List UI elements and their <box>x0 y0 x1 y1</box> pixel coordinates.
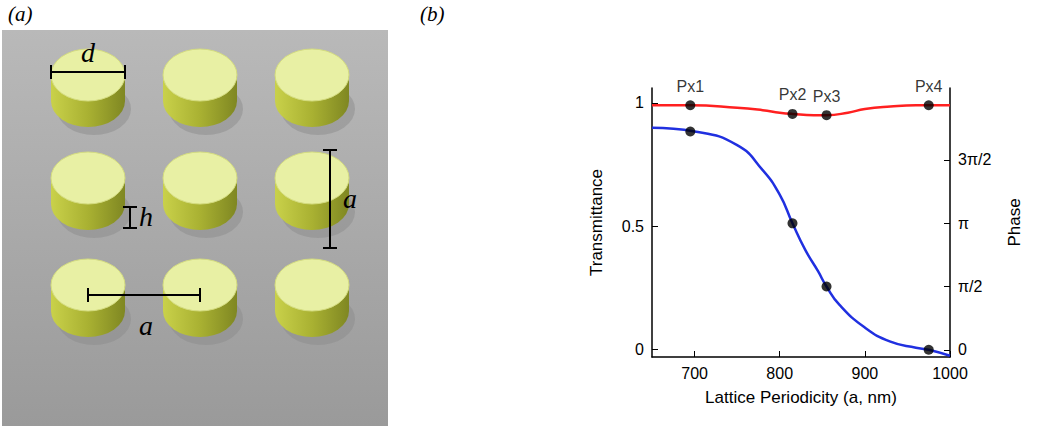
svg-text:700: 700 <box>681 365 708 382</box>
svg-text:Phase: Phase <box>1005 198 1024 246</box>
svg-text:3π/2: 3π/2 <box>958 151 991 168</box>
svg-text:Px2: Px2 <box>779 86 807 103</box>
svg-text:a: a <box>139 310 153 341</box>
svg-text:0: 0 <box>635 341 644 358</box>
svg-text:Px3: Px3 <box>813 88 841 105</box>
svg-text:800: 800 <box>766 365 793 382</box>
svg-text:1: 1 <box>635 94 644 111</box>
svg-text:d: d <box>81 37 96 68</box>
svg-text:π/2: π/2 <box>958 278 982 295</box>
svg-text:900: 900 <box>852 365 879 382</box>
html-text:(a): (a) <box>8 2 33 26</box>
svg-text:0: 0 <box>958 341 967 358</box>
svg-text:Px1: Px1 <box>677 78 705 95</box>
svg-text:Transmittance: Transmittance <box>587 169 606 276</box>
html-text:(b): (b) <box>420 2 445 26</box>
svg-text:1000: 1000 <box>932 365 968 382</box>
svg-text:π: π <box>958 215 969 232</box>
svg-text:h: h <box>139 201 153 232</box>
svg-text:0.5: 0.5 <box>622 218 644 235</box>
svg-text:Px4: Px4 <box>915 78 943 95</box>
svg-text:a: a <box>343 183 357 214</box>
svg-text:Lattice Periodicity (a, nm): Lattice Periodicity (a, nm) <box>705 388 897 407</box>
